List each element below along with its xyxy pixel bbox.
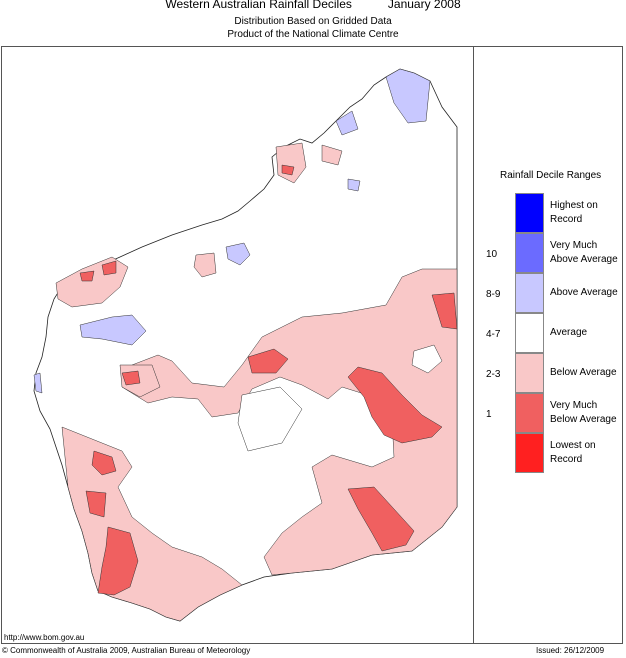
legend-swatch-above: [515, 273, 544, 313]
average-hole-1: [411, 344, 443, 374]
very-much-below-small-1: [121, 370, 141, 386]
legend-decile-2-3: 2-3: [486, 369, 501, 380]
very-much-below-central: [247, 348, 289, 374]
average-hole-2: [237, 386, 303, 452]
subtitle-2: Product of the National Climate Centre: [227, 29, 399, 40]
rainfall-map: [33, 68, 458, 622]
very-much-below-west-2: [85, 490, 107, 518]
very-much-below-small-3: [101, 260, 117, 276]
legend-swatch-lowest: [515, 433, 544, 473]
legend-label-average: Average: [550, 327, 588, 338]
very-much-below-east: [347, 366, 443, 444]
legend-label-above: Above Average: [550, 287, 618, 298]
above-average-north-2: [347, 178, 361, 192]
legend-label-lowest: Lowest on Record: [550, 440, 596, 465]
very-much-below-small-2: [281, 164, 295, 176]
above-average-coast: [33, 372, 43, 394]
below-average-region-north-small: [321, 144, 343, 166]
above-average-kimberley: [385, 68, 431, 124]
subtitle-1: Distribution Based on Gridded Data: [234, 16, 392, 27]
above-average-west: [79, 314, 147, 346]
legend-label-very-much-below: Very Much Below Average: [550, 400, 617, 425]
legend-title: Rainfall Decile Ranges: [500, 170, 602, 181]
very-much-below-west: [91, 450, 117, 476]
legend-swatch-highest: [515, 193, 544, 233]
below-average-region-pilbara: [193, 252, 217, 278]
footer-issued: Issued: 26/12/2009: [536, 646, 605, 655]
legend-swatch-very-much-below: [515, 393, 544, 433]
legend-decile-10: 10: [486, 249, 498, 260]
legend-label-below: Below Average: [550, 367, 617, 378]
very-much-below-northeast: [431, 292, 458, 330]
very-much-below-southwest: [97, 526, 139, 596]
legend-swatch-average: [515, 313, 544, 353]
legend-swatch-below: [515, 353, 544, 393]
map-frame: [1, 46, 623, 644]
title-period: January 2008: [387, 0, 461, 11]
legend-label-very-much-above: Very Much Above Average: [550, 240, 618, 265]
map-title: Western Australian Rainfall Deciles Janua…: [0, 0, 626, 11]
legend-decile-4-7: 4-7: [486, 329, 501, 340]
above-average-pilbara: [225, 242, 251, 266]
title-text: Western Australian Rainfall Deciles: [165, 0, 352, 11]
legend-decile-8-9: 8-9: [486, 289, 501, 300]
legend-divider: [473, 46, 474, 644]
above-average-north: [335, 110, 359, 136]
legend-label-highest: Highest on Record: [550, 200, 598, 225]
very-much-below-small-4: [79, 270, 95, 282]
footer-copyright: © Commonwealth of Australia 2009, Austra…: [2, 646, 251, 655]
very-much-below-southeast: [347, 486, 415, 552]
legend-swatch-very-much-above: [515, 233, 544, 273]
legend-decile-1: 1: [486, 409, 492, 420]
footer-url[interactable]: http://www.bom.gov.au: [4, 633, 85, 642]
